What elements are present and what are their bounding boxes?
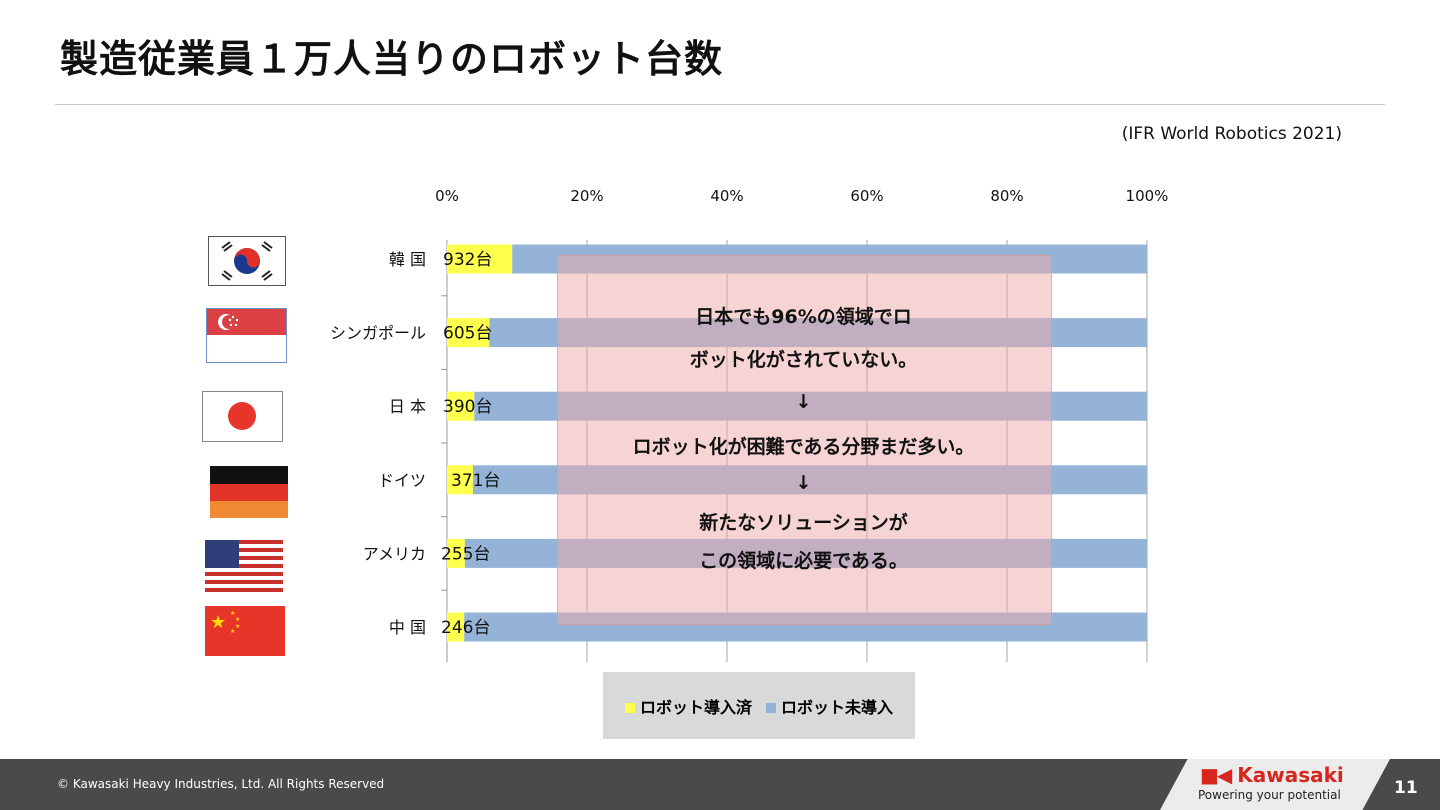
bar-adopted xyxy=(447,465,473,495)
data-label: 932台 xyxy=(443,250,492,270)
annotation-line: ロボット化が困難である分野まだ多い。 xyxy=(632,436,975,458)
kawasaki-logo xyxy=(1160,759,1390,810)
x-tick-label: 20% xyxy=(570,187,603,205)
legend-item-adopted: ロボット導入済 xyxy=(624,694,752,718)
title-divider xyxy=(55,104,1385,105)
category-label: ドイツ xyxy=(378,471,426,490)
annotation-line: ボット化がされていない。 xyxy=(689,349,918,371)
annotation-box xyxy=(557,255,1052,625)
x-tick-label: 80% xyxy=(990,187,1023,205)
svg-text:★: ★ xyxy=(235,623,240,630)
x-tick-label: 40% xyxy=(710,187,743,205)
singapore-flag xyxy=(206,308,287,363)
chart-legend: ロボット導入済 ロボット未導入 xyxy=(603,672,915,739)
page-number: 11 xyxy=(1394,778,1418,798)
usa-flag xyxy=(205,540,283,592)
data-label: 246台 xyxy=(441,618,490,638)
germany-flag xyxy=(210,466,288,518)
annotation-line: この領域に必要である。 xyxy=(699,550,908,572)
bar-adopted xyxy=(447,538,465,568)
arrow-down-icon: ↓ xyxy=(795,391,812,413)
brand-tagline: Powering your potential xyxy=(1198,788,1341,802)
category-label: アメリカ xyxy=(363,544,426,563)
bar-adopted xyxy=(447,318,490,348)
copyright: © Kawasaki Heavy Industries, Ltd. All Ri… xyxy=(57,777,385,791)
annotation-line: 日本でも96%の領域でロ xyxy=(695,306,912,328)
bar-adopted xyxy=(447,612,465,642)
svg-text:★: ★ xyxy=(210,612,226,633)
annotation-line: 新たなソリューションが xyxy=(699,512,908,534)
bar-adopted xyxy=(447,391,475,421)
category-label: 中 国 xyxy=(389,618,426,637)
bar-adopted xyxy=(447,244,513,274)
brand-name: ■◀ Kawasaki xyxy=(1200,763,1344,787)
category-label: 韓 国 xyxy=(389,250,426,269)
data-label: 371台 xyxy=(451,471,500,491)
data-label: 255台 xyxy=(441,544,490,564)
data-label: 390台 xyxy=(443,397,492,417)
korea-flag xyxy=(208,236,286,286)
china-flag: ★ ★★★★ xyxy=(205,606,285,656)
x-tick-label: 0% xyxy=(435,187,459,205)
arrow-down-icon: ↓ xyxy=(795,472,812,494)
category-label: 日 本 xyxy=(389,397,426,416)
source-note: (IFR World Robotics 2021) xyxy=(1121,124,1342,144)
page-title: 製造従業員１万人当りのロボット台数 xyxy=(60,37,724,81)
x-tick-label: 100% xyxy=(1126,187,1169,205)
svg-text:★: ★ xyxy=(230,628,235,635)
category-label: シンガポール xyxy=(330,324,426,343)
svg-text:★: ★ xyxy=(230,610,235,617)
data-label: 605台 xyxy=(443,324,492,344)
japan-flag xyxy=(202,391,283,442)
x-tick-label: 60% xyxy=(850,187,883,205)
svg-text:★: ★ xyxy=(235,616,240,623)
legend-item-not-adopted: ロボット未導入 xyxy=(766,694,893,718)
